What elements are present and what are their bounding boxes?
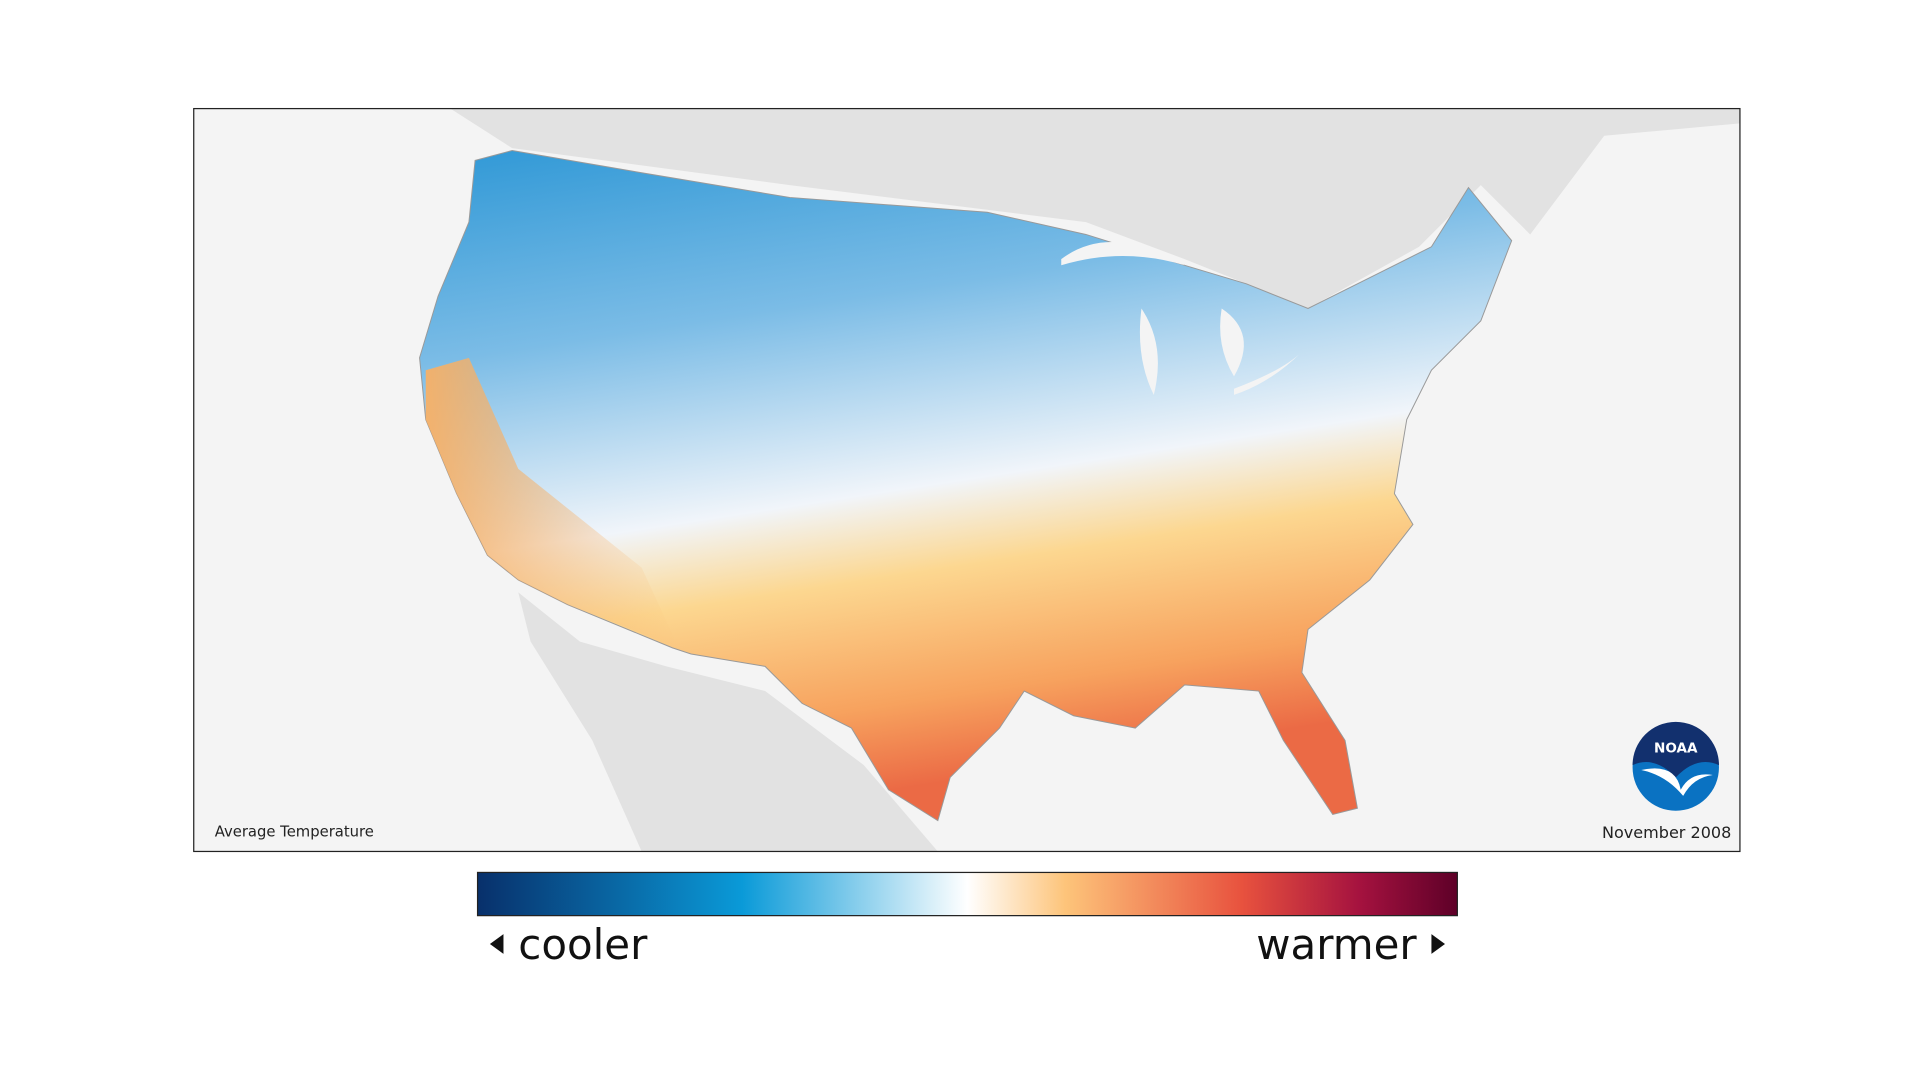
conus-temperature: [419, 150, 1513, 822]
map-date: November 2008: [1602, 823, 1731, 842]
mexico: [518, 592, 938, 852]
lake-michigan: [1139, 308, 1158, 395]
canada: [450, 108, 1740, 309]
lake-huron: [1220, 308, 1244, 377]
map-group: Average Temperature November 2008 NOAA c…: [193, 107, 1741, 969]
southwest-warm: [425, 357, 679, 648]
lake-erie: [1234, 351, 1302, 395]
warmer-label: warmer: [1256, 920, 1417, 969]
map-title: Average Temperature: [215, 824, 374, 841]
color-bar: [476, 871, 1458, 917]
logo-top: [1632, 721, 1719, 778]
cooler-label: cooler: [518, 920, 648, 969]
cooler-arrow: [489, 934, 504, 954]
logo-gull: [1641, 768, 1713, 796]
noaa-logo: NOAA: [1632, 721, 1719, 811]
lake-superior: [1061, 242, 1185, 266]
map-frame: [193, 107, 1741, 853]
logo-text: NOAA: [1654, 741, 1698, 757]
warmer-arrow: [1431, 934, 1446, 954]
